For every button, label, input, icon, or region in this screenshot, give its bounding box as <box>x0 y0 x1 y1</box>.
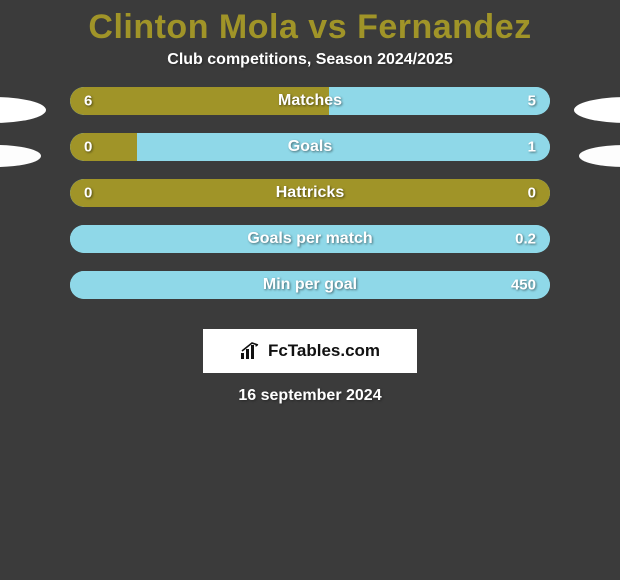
subtitle: Club competitions, Season 2024/2025 <box>0 51 620 87</box>
player-ellipse-left <box>0 145 41 167</box>
player-ellipse-right <box>579 145 620 167</box>
stat-bar: Hattricks 0 0 <box>70 179 550 207</box>
stat-bar: Goals 0 1 <box>70 133 550 161</box>
stat-row: Goals per match 0.2 <box>70 225 550 271</box>
stat-bar: Goals per match 0.2 <box>70 225 550 253</box>
bar-right <box>329 87 550 115</box>
chart-icon <box>240 341 262 361</box>
bar-right <box>137 133 550 161</box>
source-badge: FcTables.com <box>203 329 417 373</box>
stat-row: Min per goal 450 <box>70 271 550 317</box>
bar-left <box>70 133 137 161</box>
stat-value-right: 5 <box>528 93 536 110</box>
page-title: Clinton Mola vs Fernandez <box>0 0 620 51</box>
stat-bar: Min per goal 450 <box>70 271 550 299</box>
stat-label: Matches <box>278 92 342 110</box>
stat-value-left: 0 <box>84 139 92 156</box>
stat-row: Hattricks 0 0 <box>70 179 550 225</box>
stat-value-left: 6 <box>84 93 92 110</box>
source-badge-text: FcTables.com <box>268 341 380 361</box>
comparison-bars: Matches 6 5 Goals 0 1 Hattricks 0 0 Goals per mat… <box>70 87 550 317</box>
stat-row: Goals 0 1 <box>70 133 550 179</box>
stat-value-right: 0.2 <box>515 231 536 248</box>
player-ellipse-left <box>0 97 46 123</box>
stat-label: Goals per match <box>247 230 372 248</box>
stat-value-right: 0 <box>528 185 536 202</box>
stat-row: Matches 6 5 <box>70 87 550 133</box>
stat-bar: Matches 6 5 <box>70 87 550 115</box>
stat-value-right: 450 <box>511 277 536 294</box>
stat-value-right: 1 <box>528 139 536 156</box>
stat-label: Min per goal <box>263 276 357 294</box>
player-ellipse-right <box>574 97 620 123</box>
stat-value-left: 0 <box>84 185 92 202</box>
footer-date: 16 september 2024 <box>0 387 620 405</box>
stat-label: Hattricks <box>276 184 344 202</box>
stat-label: Goals <box>288 138 332 156</box>
